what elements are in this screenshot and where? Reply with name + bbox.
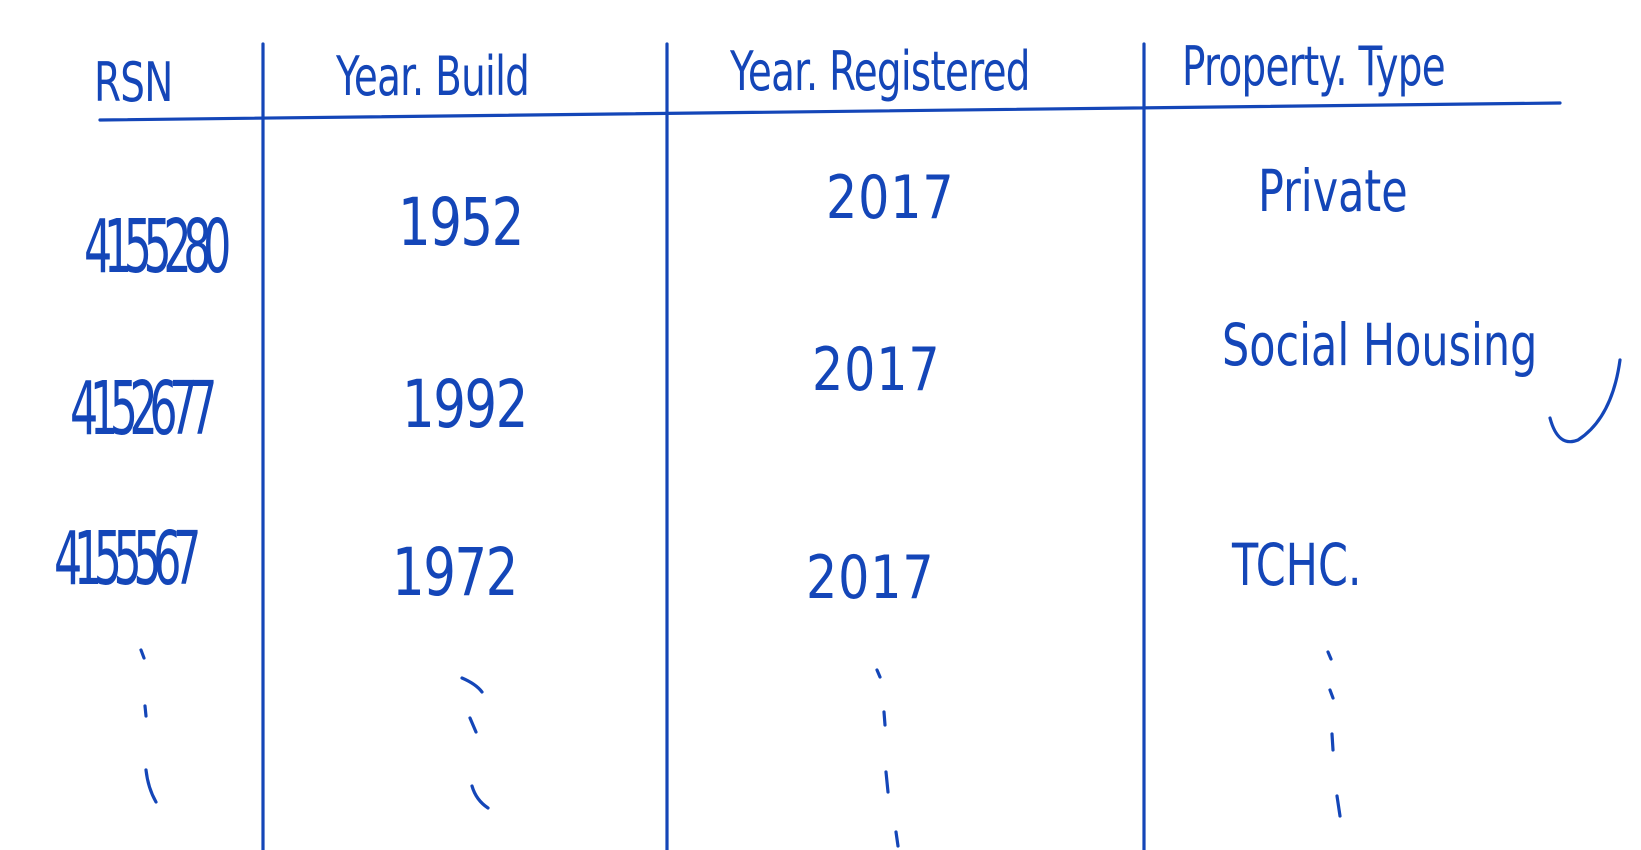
continuation-mark	[884, 770, 890, 794]
header-property-type: Property. Type	[1182, 35, 1446, 98]
cell-property-type: TCHC.	[1232, 531, 1362, 599]
header-year-registered: Year. Registered	[730, 40, 1030, 103]
header-rsn: RSN	[94, 51, 173, 114]
continuation-mark	[468, 716, 478, 734]
continuation-mark	[139, 648, 146, 660]
header-year-build: Year. Build	[336, 45, 530, 108]
continuation-mark	[1328, 688, 1335, 700]
continuation-mark	[470, 784, 490, 810]
continuation-mark	[143, 704, 148, 718]
handwriting-flourish	[1548, 358, 1622, 444]
cell-year-registered: 2017	[806, 543, 935, 613]
cell-property-type: Social Housing	[1222, 311, 1538, 379]
continuation-mark	[894, 830, 900, 848]
continuation-mark	[1330, 732, 1335, 752]
cell-rsn: 4152677	[70, 366, 217, 452]
cell-year-registered: 2017	[812, 335, 941, 405]
cell-rsn: 4155280	[84, 204, 231, 290]
cell-year-build: 1992	[402, 366, 528, 443]
continuation-mark	[1326, 650, 1333, 661]
header-underline	[98, 101, 1562, 122]
cell-year-build: 1972	[392, 534, 518, 611]
continuation-mark	[1335, 794, 1342, 818]
continuation-mark	[460, 676, 484, 694]
cell-year-registered: 2017	[826, 163, 955, 233]
cell-rsn: 4155567	[54, 516, 201, 602]
continuation-mark	[144, 768, 158, 804]
continuation-mark	[882, 710, 887, 727]
cell-property-type: Private	[1258, 157, 1408, 225]
continuation-mark	[875, 668, 882, 679]
cell-year-build: 1952	[398, 184, 524, 261]
